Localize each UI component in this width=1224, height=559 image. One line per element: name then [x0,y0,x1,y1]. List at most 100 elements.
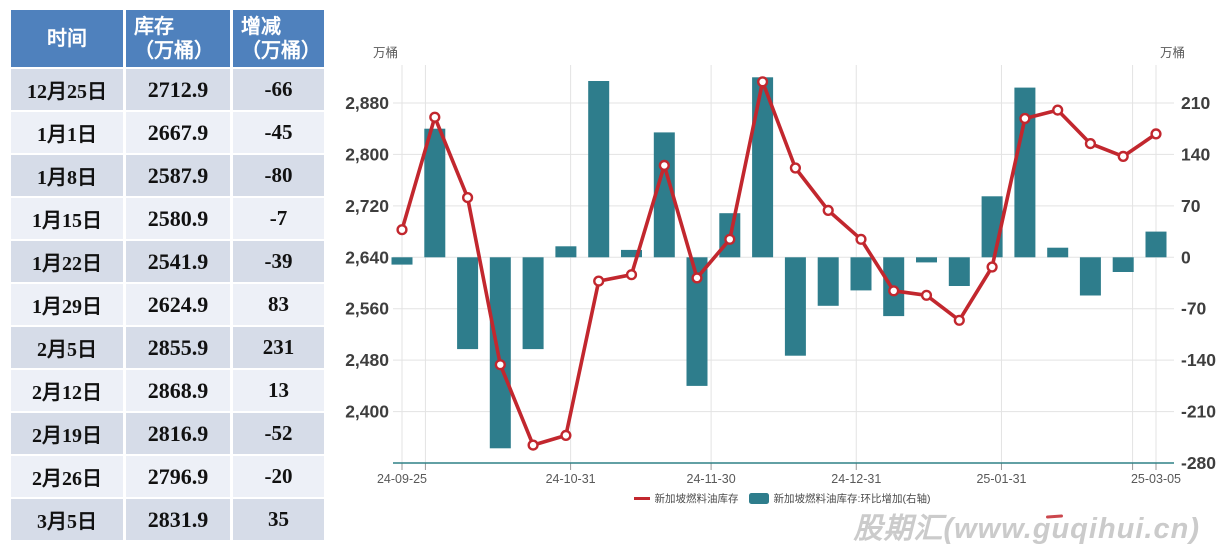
bar-24-11-27 [686,257,708,386]
marker-25-01-01 [855,233,867,245]
change-cell: 231 [233,327,324,368]
inventory-cell: 2624.9 [126,284,230,325]
svg-text:2,480: 2,480 [345,350,389,370]
table-row: 2月26日 2796.9 -20 [11,456,324,497]
bar-24-10-02 [424,128,446,258]
marker-24-10-23 [527,439,539,451]
inventory-cell: 2855.9 [126,327,230,368]
change-cell: -66 [233,69,324,110]
table-row: 1月1日 2667.9 -45 [11,112,324,153]
bar-24-12-25 [817,257,839,306]
svg-text:2,560: 2,560 [345,299,389,319]
legend-label-bar-series: 新加坡燃料油库存:环比增加(右轴) [773,493,931,505]
date-cell: 1月22日 [11,241,123,282]
unit-labels: 万桶 [373,45,398,60]
bar-24-11-13 [621,249,642,258]
watermark: 股期汇(www.guqihui.cn) [853,513,1200,545]
table-row: 2月5日 2855.9 231 [11,327,324,368]
svg-text:2,800: 2,800 [345,144,389,164]
marker-25-01-08 [888,285,900,297]
svg-text:2,400: 2,400 [345,402,389,422]
svg-text:24-09-25: 24-09-25 [377,472,427,486]
bar-series [391,77,1167,449]
table-row: 2月19日 2816.9 -52 [11,413,324,454]
svg-text:24-12-31: 24-12-31 [831,472,881,486]
svg-text:0: 0 [1181,247,1191,267]
bar-24-12-11 [752,77,774,258]
date-cell: 12月25日 [11,69,123,110]
svg-text:-280: -280 [1181,453,1216,473]
inventory-cell: 2541.9 [126,241,230,282]
right-axis-unit: 万桶 [1160,45,1185,60]
inventory-table: 时间 库存 （万桶） 增减 （万桶） 12月25日 2712.9 -66 1月1日 2667.9… [8,8,327,542]
change-cell: -45 [233,112,324,153]
table-header-cell: 时间 [11,10,123,67]
change-cell: 35 [233,499,324,540]
inventory-cell: 2587.9 [126,155,230,196]
marker-25-02-26 [1117,150,1129,163]
y-axis-left-labels: 2,880 2,800 2,720 2,640 2,560 2,480 2,400 [345,93,389,422]
marker-25-02-12 [1052,104,1064,116]
svg-text:25-03-05: 25-03-05 [1131,472,1181,486]
svg-text:70: 70 [1181,196,1201,216]
change-cell: -7 [233,198,324,239]
svg-text:24-10-31: 24-10-31 [546,472,596,486]
bar-25-01-01 [850,257,872,291]
marker-25-03-05 [1150,128,1162,140]
bar-25-03-05 [1145,231,1167,258]
date-cell: 2月19日 [11,413,123,454]
legend-label-line-series: 新加坡燃料油库存 [654,493,739,505]
table-row: 3月5日 2831.9 35 [11,499,324,540]
bar-24-11-06 [588,81,610,258]
inventory-cell: 2712.9 [126,69,230,110]
marker-24-11-20 [658,159,670,172]
svg-text:210: 210 [1181,93,1210,113]
bar-25-02-19 [1079,257,1101,296]
chart-legend: 新加坡燃料油库存 新加坡燃料油库存:环比增加(右轴) [340,491,1224,506]
inventory-cell: 2667.9 [126,112,230,153]
change-cell: -39 [233,241,324,282]
marker-24-11-13 [625,269,638,281]
date-cell: 2月26日 [11,456,123,497]
change-cell: -52 [233,413,324,454]
marker-24-12-04 [724,233,736,245]
legend-item-line-series[interactable]: 新加坡燃料油库存 [633,491,739,506]
date-cell: 2月5日 [11,327,123,368]
bar-24-10-09 [457,257,479,350]
marker-25-01-22 [953,314,965,326]
bar-25-01-22 [948,257,970,286]
table-header-cell: 增减 （万桶） [233,10,324,67]
marker-25-01-15 [920,289,933,301]
bar-24-10-23 [522,257,544,350]
marker-24-12-11 [757,76,769,88]
x-axis-labels: 24-09-25 24-10-31 24-11-30 24-12-31 25-01-31… [377,472,1181,486]
bar-24-10-16 [489,257,511,449]
marker-24-10-16 [494,359,506,371]
marker-24-10-02 [429,111,441,123]
bar-25-02-26 [1112,257,1134,272]
inventory-cell: 2796.9 [126,456,230,497]
marker-24-11-06 [593,275,605,287]
legend-item-bar-series[interactable]: 新加坡燃料油库存:环比增加(右轴) [748,491,931,506]
table-row: 1月29日 2624.9 83 [11,284,324,325]
inventory-cell: 2580.9 [126,198,230,239]
y-axis-right-labels: 210 140 70 0 -70 -140 -210 -280 [1181,93,1216,473]
bar-series-swatch-icon [748,493,769,504]
date-cell: 1月15日 [11,198,123,239]
inventory-cell: 2816.9 [126,413,230,454]
chart-canvas: 2,880 2,800 2,720 2,640 2,560 2,480 2,400 210 14… [345,45,1216,486]
date-cell: 2月12日 [11,370,123,411]
change-cell: 13 [233,370,324,411]
inventory-cell: 2831.9 [126,499,230,540]
marker-24-10-30 [560,429,572,442]
bar-25-02-12 [1047,247,1069,258]
table-row: 2月12日 2868.9 13 [11,370,324,411]
change-cell: -20 [233,456,324,497]
svg-text:-70: -70 [1181,299,1207,319]
left-axis-unit: 万桶 [373,45,398,60]
line-series-swatch-icon [633,497,650,500]
line-markers [396,76,1162,451]
bar-24-12-18 [784,257,806,356]
change-cell: 83 [233,284,324,325]
